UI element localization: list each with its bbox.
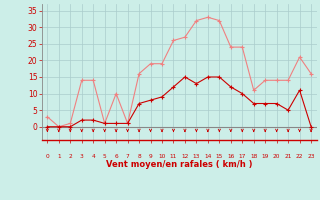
- X-axis label: Vent moyen/en rafales ( km/h ): Vent moyen/en rafales ( km/h ): [106, 160, 252, 169]
